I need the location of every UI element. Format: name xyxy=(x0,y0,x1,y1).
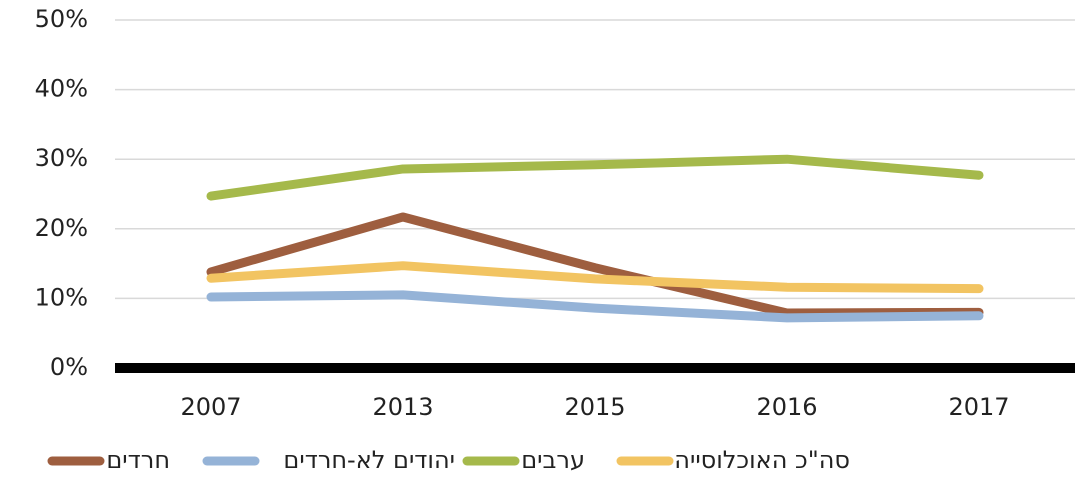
x-tick-label: 2016 xyxy=(756,393,817,421)
y-tick-label: 10% xyxy=(35,283,88,311)
x-tick-label: 2007 xyxy=(180,393,241,421)
y-tick-label: 40% xyxy=(35,75,88,103)
y-tick-label: 0% xyxy=(50,353,88,381)
y-tick-label: 20% xyxy=(35,214,88,242)
series-line xyxy=(206,261,984,294)
legend-label: יהודים לא-חרדים xyxy=(283,446,455,474)
y-tick-label: 30% xyxy=(35,144,88,172)
series-line xyxy=(206,290,984,323)
y-tick-label: 50% xyxy=(35,5,88,33)
legend-label: סה"כ האוכלוסייה xyxy=(674,446,850,474)
legend-label: ערבים xyxy=(521,446,585,474)
x-tick-label: 2017 xyxy=(948,393,1009,421)
x-tick-label: 2013 xyxy=(372,393,433,421)
legend-label: חרדים xyxy=(106,446,170,474)
x-tick-label: 2015 xyxy=(564,393,625,421)
series-line xyxy=(206,154,984,201)
